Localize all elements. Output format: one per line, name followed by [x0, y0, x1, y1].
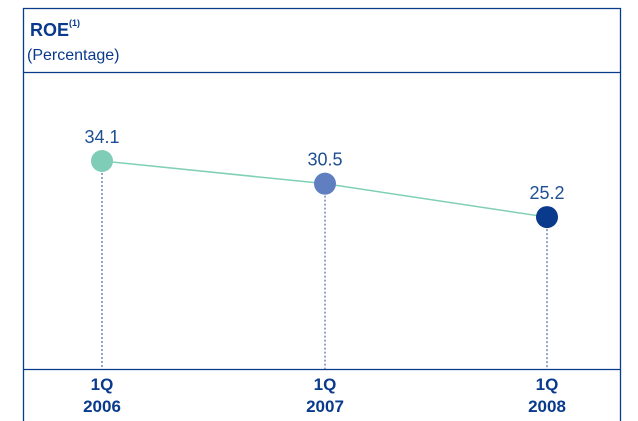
category-labels: 1Q 2006 1Q 2007 1Q 2008 [83, 375, 566, 416]
data-label-2: 30.5 [307, 150, 342, 170]
category-label-2-line-2: 2007 [306, 397, 344, 416]
chart-title: ROE [30, 20, 69, 40]
category-label-3-line-2: 2008 [528, 397, 566, 416]
data-label-3: 25.2 [529, 183, 564, 203]
chart-title-footnote: (1) [69, 18, 80, 28]
data-label-1: 34.1 [84, 127, 119, 147]
category-label-1-line-2: 2006 [83, 397, 121, 416]
data-point-1 [91, 150, 113, 172]
data-point-2 [314, 172, 336, 195]
category-label-3-line-1: 1Q [536, 375, 559, 394]
dotted-drop-lines [101, 161, 548, 369]
category-label-2-line-1: 1Q [314, 375, 337, 394]
data-labels: 34.1 30.5 25.2 [84, 127, 564, 203]
category-label-1-line-1: 1Q [91, 375, 114, 394]
data-point-3 [536, 206, 558, 229]
chart-frame [22, 7, 622, 421]
chart-subtitle: (Percentage) [27, 47, 120, 64]
data-points [91, 150, 558, 229]
